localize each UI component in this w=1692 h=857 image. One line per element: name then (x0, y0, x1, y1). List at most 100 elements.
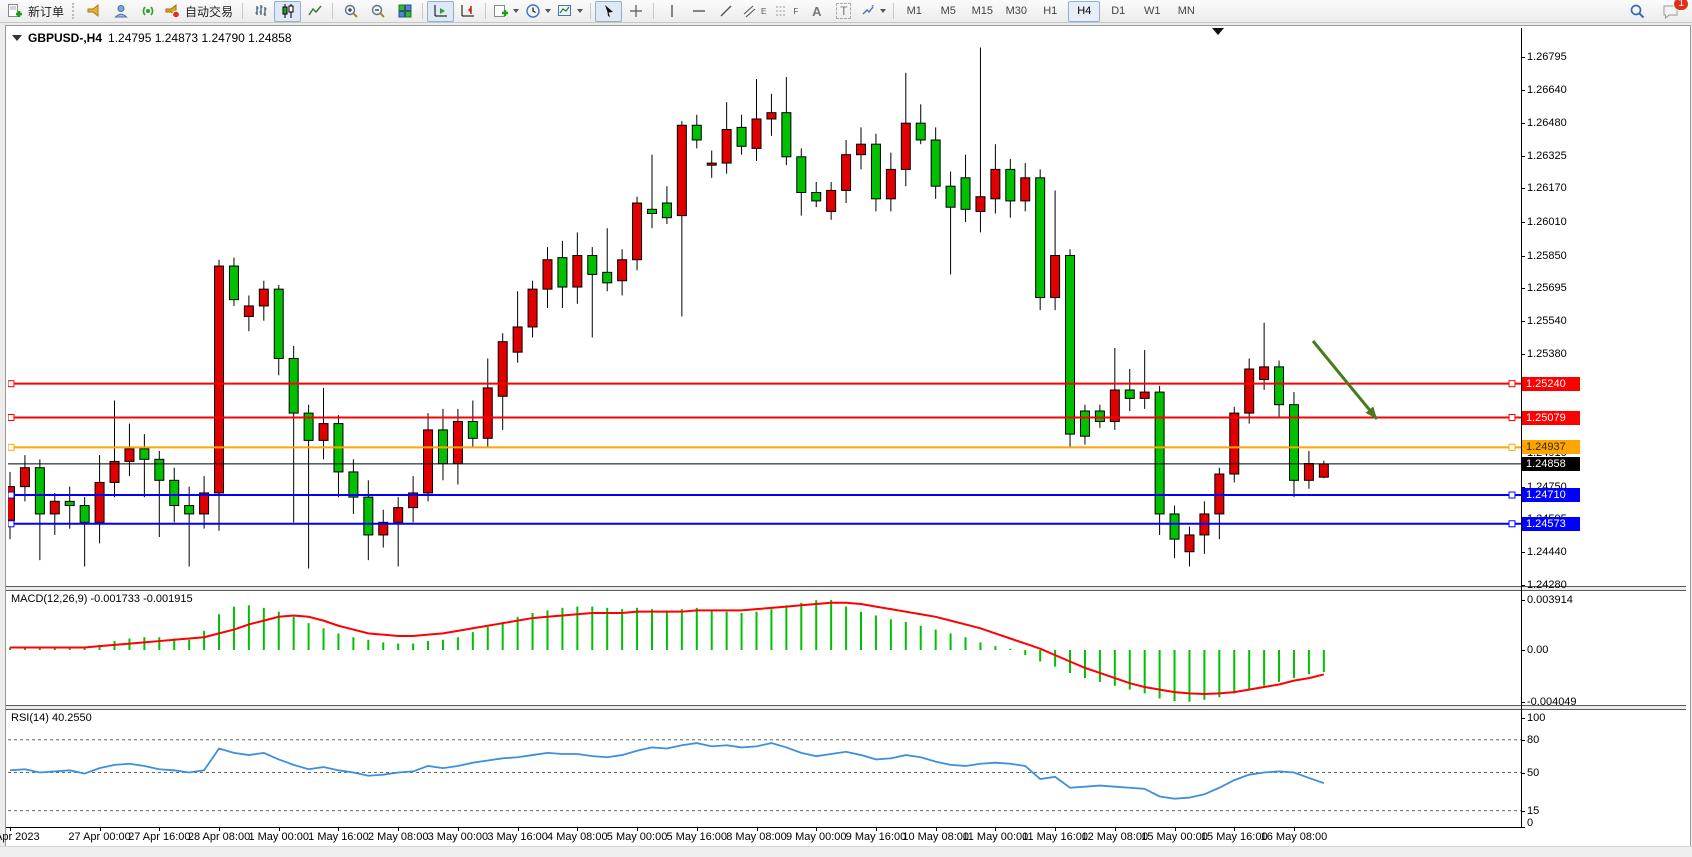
chart-shift-button[interactable] (454, 1, 481, 22)
line-handle[interactable] (8, 520, 15, 528)
text-tool-glyph: A (812, 3, 822, 19)
line-handle[interactable] (8, 414, 15, 422)
line-handle[interactable] (1508, 491, 1516, 499)
line-handle[interactable] (8, 491, 15, 499)
candle-bear (796, 156, 807, 194)
signals-button[interactable] (134, 1, 161, 22)
auto-scroll-button[interactable] (427, 0, 455, 22)
time-tick-mark (1234, 827, 1236, 831)
dropdown-caret-icon (545, 9, 552, 13)
search-button[interactable] (1624, 1, 1651, 22)
alerts-button[interactable] (80, 1, 107, 22)
arrow-annotation-head[interactable] (1365, 406, 1377, 419)
timeframe-button-M5[interactable]: M5 (940, 5, 956, 17)
timeframe-button-H4[interactable]: H4 (1068, 0, 1101, 22)
channel-tool-button[interactable]: E (739, 1, 771, 22)
time-tick-mark (1174, 827, 1176, 831)
auto-trading-label: 自动交易 (185, 4, 234, 19)
line-handle[interactable] (8, 443, 15, 451)
arrow-annotation[interactable] (1311, 340, 1379, 420)
text-tool-button[interactable]: A (803, 1, 830, 22)
candle-bull (527, 288, 538, 328)
zoom-in-button[interactable] (337, 1, 364, 22)
templates-button[interactable] (554, 1, 586, 22)
new-order-button[interactable]: 新订单 (4, 1, 69, 22)
zoom-in-icon (344, 4, 358, 18)
time-tick-label: 15 May 00:00 (1141, 831, 1208, 843)
chart-title: GBPUSD-,H4 1.24795 1.24873 1.24790 1.248… (12, 31, 292, 45)
pane-splitter[interactable] (6, 586, 1686, 591)
candle-bear (1288, 404, 1299, 481)
timeframe-button-M15[interactable]: M15 (971, 5, 993, 17)
candlestick-chart-button[interactable] (274, 0, 302, 22)
main-chart-pane[interactable] (8, 28, 1521, 586)
time-tick-label: 15 May 16:00 (1200, 831, 1268, 843)
rsi-indicator-pane[interactable] (8, 709, 1521, 827)
candle-bear (363, 496, 374, 536)
indicators-button[interactable] (490, 1, 522, 22)
rsi-label: RSI(14) 40.2550 (11, 712, 92, 724)
line-handle[interactable] (1508, 443, 1516, 451)
tile-windows-button[interactable] (391, 1, 418, 22)
pane-splitter[interactable] (6, 705, 1686, 710)
text-label-tool-button[interactable]: T (830, 1, 857, 22)
auto-trading-button[interactable]: 自动交易 (161, 1, 238, 22)
time-marker-triangle-icon[interactable] (1212, 28, 1224, 35)
candle-bull (975, 196, 986, 212)
dropdown-caret-icon (577, 9, 584, 13)
timeframe-button-M1[interactable]: M1 (906, 5, 922, 17)
time-tick-label: 1 May 00:00 (248, 831, 310, 843)
timeframe-button-W1[interactable]: W1 (1144, 5, 1161, 17)
horizontal-line-tool-button[interactable] (685, 1, 712, 22)
line-handle[interactable] (1508, 380, 1516, 388)
candle-bull (751, 118, 762, 149)
candle-bull (841, 154, 852, 191)
bar-chart-button[interactable] (247, 1, 274, 22)
trendline-tool-button[interactable] (712, 1, 739, 22)
line-handle[interactable] (8, 380, 15, 388)
user-icon (113, 5, 128, 18)
candle-bull (497, 341, 508, 397)
price-badge: 1.25079 (1522, 410, 1580, 425)
time-axis-border (6, 827, 1521, 828)
arrows-tool-button[interactable] (857, 1, 889, 22)
one-click-trading-expander-icon[interactable] (12, 35, 22, 41)
notifications-button[interactable]: 1 (1657, 0, 1689, 22)
timeframe-button-H1[interactable]: H1 (1043, 5, 1058, 17)
crosshair-tool-button[interactable] (622, 1, 649, 22)
timeframe-button-D1[interactable]: D1 (1111, 5, 1126, 17)
rsi-line (9, 742, 1325, 800)
time-tick-label: 16 May 08:00 (1260, 831, 1328, 843)
time-tick-mark (219, 827, 221, 831)
toolbar-grip (72, 3, 77, 19)
line-handle[interactable] (1508, 414, 1516, 422)
timeframe-button-MN[interactable]: MN (1177, 5, 1195, 17)
time-tick-label: 27 Apr 16:00 (128, 831, 191, 843)
line-chart-button[interactable] (301, 1, 328, 22)
price-tick-label: 1.26010 (1527, 215, 1567, 228)
rsi-axis-label: 15 (1527, 804, 1540, 817)
candle-bull (721, 128, 732, 164)
fibonacci-tool-button[interactable]: F (771, 1, 803, 22)
candle-bull (452, 420, 463, 465)
macd-indicator-pane[interactable] (8, 590, 1521, 705)
line-handle[interactable] (1508, 520, 1516, 528)
crosshair-icon (629, 5, 642, 17)
periods-button[interactable] (522, 1, 554, 22)
cursor-tool-button[interactable] (595, 0, 623, 22)
community-button[interactable] (107, 1, 134, 22)
price-tick-label: 1.26795 (1527, 51, 1567, 63)
zoom-out-button[interactable] (364, 1, 391, 22)
chart-ohlc-values: 1.24795 1.24873 1.24790 1.24858 (108, 31, 292, 45)
price-tick-mark (1521, 188, 1525, 190)
rsi-axis-label: 80 (1527, 733, 1540, 746)
channel-glyph: E (761, 6, 767, 16)
label-tool-glyph: T (836, 3, 852, 19)
candle-bull (1229, 412, 1240, 475)
candle-bull (617, 259, 628, 282)
timeframe-button-M30[interactable]: M30 (1005, 5, 1027, 17)
candle-bull (199, 492, 210, 515)
vertical-line-tool-button[interactable] (658, 1, 685, 22)
candle-bull (900, 122, 911, 170)
trendline-icon (720, 5, 732, 17)
